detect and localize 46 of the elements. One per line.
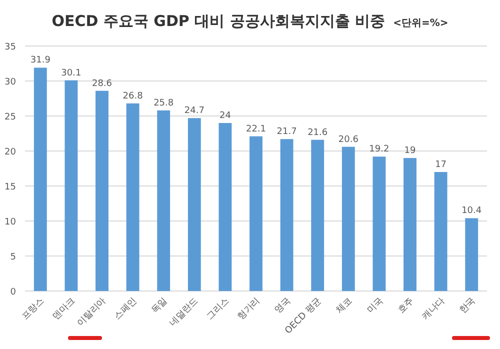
chart-subtitle: <단위=%> [393, 18, 448, 29]
data-label: 10.4 [462, 206, 482, 216]
bar [250, 136, 262, 291]
data-label: 30.1 [61, 68, 82, 78]
bar [188, 118, 201, 291]
data-label: 21.7 [276, 127, 297, 138]
data-label: 19 [404, 146, 416, 156]
chart-title: OECD 주요국 GDP 대비 공공사회복지지출 비중 [52, 12, 386, 30]
data-label: 17 [435, 160, 447, 170]
x-tick-label: 한국 [458, 296, 478, 316]
bar [404, 158, 416, 291]
y-tick-label: 30 [4, 78, 16, 88]
data-label: 24.7 [184, 106, 204, 116]
data-label: 20.6 [338, 134, 359, 145]
y-tick-label: 25 [4, 112, 16, 122]
x-tick-label: 체코 [334, 296, 355, 316]
y-tick-label: 20 [4, 148, 16, 158]
data-label: 21.6 [308, 128, 328, 138]
data-label: 26.8 [122, 91, 144, 102]
bar [157, 110, 170, 291]
data-label: 22.1 [246, 124, 266, 134]
x-tick-label: 호주 [396, 296, 416, 316]
x-tick-label: 독일 [150, 296, 170, 316]
data-label: 25.8 [154, 98, 174, 108]
data-label: 28.6 [92, 78, 112, 89]
data-label: 24 [219, 111, 232, 121]
bar [96, 90, 108, 291]
y-tick-label: 5 [10, 252, 16, 262]
data-label: 31.9 [30, 56, 51, 66]
bar [372, 156, 386, 291]
bar [34, 68, 47, 291]
bar [218, 123, 232, 291]
bar [64, 80, 78, 291]
bar [311, 140, 324, 291]
x-tick-label: 영국 [273, 296, 293, 316]
bar [465, 218, 478, 291]
y-tick-label: 10 [4, 218, 16, 228]
bar [342, 146, 355, 291]
bar [434, 172, 448, 291]
data-label: 19.2 [369, 144, 390, 155]
y-tick-label: 35 [4, 42, 16, 52]
x-tick-label: 미국 [366, 296, 386, 316]
bar [280, 139, 294, 291]
y-tick-label: 0 [10, 288, 16, 298]
y-tick-label: 15 [4, 182, 16, 192]
bar [126, 103, 140, 291]
